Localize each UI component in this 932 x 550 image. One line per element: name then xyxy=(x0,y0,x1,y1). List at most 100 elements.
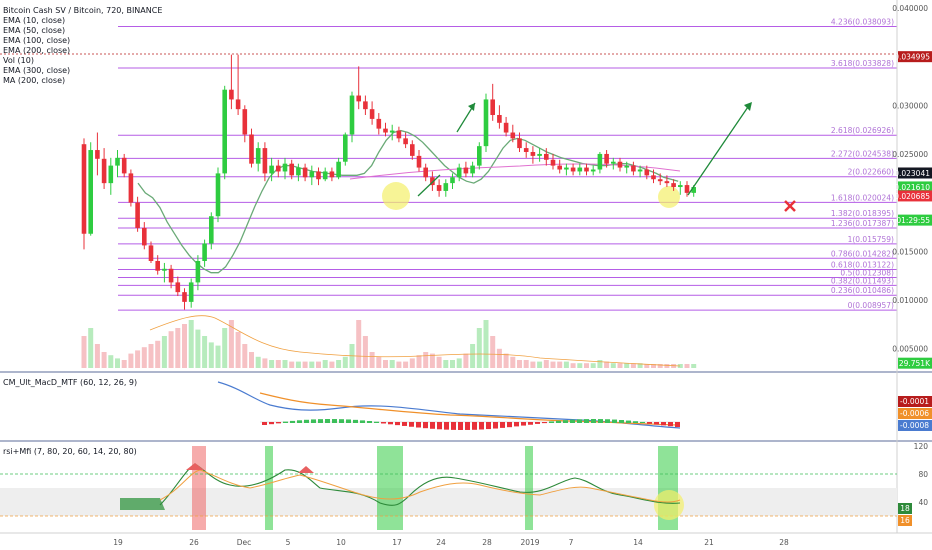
volume-bar xyxy=(242,344,248,368)
macd-hist-bar xyxy=(500,422,505,428)
macd-hist-bar xyxy=(395,422,400,426)
volume-bar xyxy=(537,361,543,368)
macd-hist-bar xyxy=(479,422,484,430)
volume-bar xyxy=(483,320,489,368)
mfi-line xyxy=(159,469,681,503)
candle-body xyxy=(617,161,623,168)
price-tick-label: 0.015000 xyxy=(892,247,928,256)
price-tag-bg xyxy=(898,51,932,63)
candle-body xyxy=(396,130,402,139)
candle-body xyxy=(624,165,629,168)
volume-bar xyxy=(155,340,161,368)
volume-bar xyxy=(141,347,147,368)
volume-bar xyxy=(577,363,583,368)
fib-label: 0.236(0.010486) xyxy=(831,286,894,295)
volume-bar xyxy=(590,363,596,368)
candle-body xyxy=(222,89,227,174)
highlights xyxy=(382,182,680,210)
macd-hist-bar xyxy=(444,422,449,430)
candle-body xyxy=(215,173,221,217)
candle-body xyxy=(289,163,294,176)
rsi-label: rsi+Mfi (7, 80, 20, 60, 14, 20, 80) xyxy=(3,447,137,456)
macd-hist-bar xyxy=(262,422,267,425)
volume-bar xyxy=(121,360,127,368)
candle-body xyxy=(235,99,241,110)
volume-bar xyxy=(88,328,94,368)
candle-body xyxy=(322,171,328,180)
volume-bar xyxy=(316,361,321,368)
time-tick-label: 2019 xyxy=(520,538,539,547)
time-tick-label: 28 xyxy=(779,538,789,547)
volume-ma-line xyxy=(149,315,681,367)
candle-body xyxy=(503,122,509,133)
fib-label: 1.618(0.020024) xyxy=(831,193,894,202)
macd-hist-bar xyxy=(605,419,610,423)
macd-hist-bar xyxy=(493,422,498,429)
volume-bar xyxy=(550,361,556,368)
rsi-tick-label: 120 xyxy=(914,442,929,451)
fib-label: 1(0.015759) xyxy=(848,235,894,244)
time-tick-label: 17 xyxy=(392,538,402,547)
volume-bar xyxy=(403,361,409,368)
volume-bar xyxy=(657,364,663,368)
macd-hist-bar xyxy=(339,419,344,423)
macd-hist-bar xyxy=(423,422,428,429)
rsi-peak-2 xyxy=(298,466,314,473)
candle-body xyxy=(410,144,415,156)
volume-bar xyxy=(175,328,181,368)
candle-body xyxy=(657,179,663,182)
volume-bar xyxy=(651,364,656,368)
candle-body xyxy=(249,134,254,164)
volume-bar xyxy=(597,360,603,368)
candle-body xyxy=(463,167,469,174)
highlight-circle-2 xyxy=(658,186,680,208)
volume-bar xyxy=(677,364,683,368)
volume-bar xyxy=(135,350,141,368)
fib-levels: 4.236(0.038093) 3.618(0.033828) 2.618(0.02… xyxy=(118,18,897,311)
volume-bar xyxy=(644,364,650,368)
volume-bar xyxy=(322,360,328,368)
candle-body xyxy=(483,99,489,147)
volume-bar xyxy=(215,345,221,368)
volume-bar xyxy=(208,342,214,368)
candle-body xyxy=(403,138,408,145)
legend: Bitcoin Cash SV / Bitcoin, 720, BINANCE … xyxy=(3,6,162,86)
time-tick-label: 21 xyxy=(704,538,714,547)
volume-bar xyxy=(630,363,636,368)
rsi-fill-1 xyxy=(120,498,165,510)
candle-body xyxy=(450,177,455,184)
rsi-panel: 120 80 40 18 16 xyxy=(0,442,928,530)
candle-body xyxy=(664,181,670,184)
volume-bar xyxy=(188,320,194,368)
macd-hist-bar xyxy=(416,422,421,428)
macd-hist-bar xyxy=(437,422,442,430)
price-tick-label: 0.025000 xyxy=(892,150,928,159)
candle-body xyxy=(142,227,147,246)
macd-hist-bar xyxy=(521,422,526,426)
macd-hist-bar xyxy=(451,422,456,430)
volume-bar xyxy=(436,356,442,368)
volume-bar xyxy=(396,361,402,368)
volume-bar xyxy=(336,360,342,368)
price-tag-label: 29.751K xyxy=(899,359,931,368)
price-axis: 0.040000 0.030000 0.025000 0.015000 0.010000… xyxy=(892,4,928,354)
price-tag-label: 0.034995 xyxy=(894,53,930,62)
candle-body xyxy=(678,185,683,188)
volume-bar xyxy=(429,353,435,368)
candle-body xyxy=(269,165,274,174)
volume-bar xyxy=(108,355,114,368)
volume-bar xyxy=(450,360,455,368)
candle-body xyxy=(343,134,348,162)
fib-label: 2(0.022660) xyxy=(848,168,894,177)
macd-tag-bg xyxy=(898,420,932,431)
price-tag-bg xyxy=(898,214,932,226)
price-tag-label: 0.020685 xyxy=(894,192,930,201)
fib-label: 0.618(0.013122) xyxy=(831,261,894,270)
legend-vol: Vol (10) xyxy=(3,56,34,65)
volume-bar xyxy=(563,361,569,368)
macd-hist-bar xyxy=(332,419,337,423)
rsi-tag-bg xyxy=(898,515,912,526)
volume-bar xyxy=(389,360,395,368)
candle-body xyxy=(436,185,442,191)
